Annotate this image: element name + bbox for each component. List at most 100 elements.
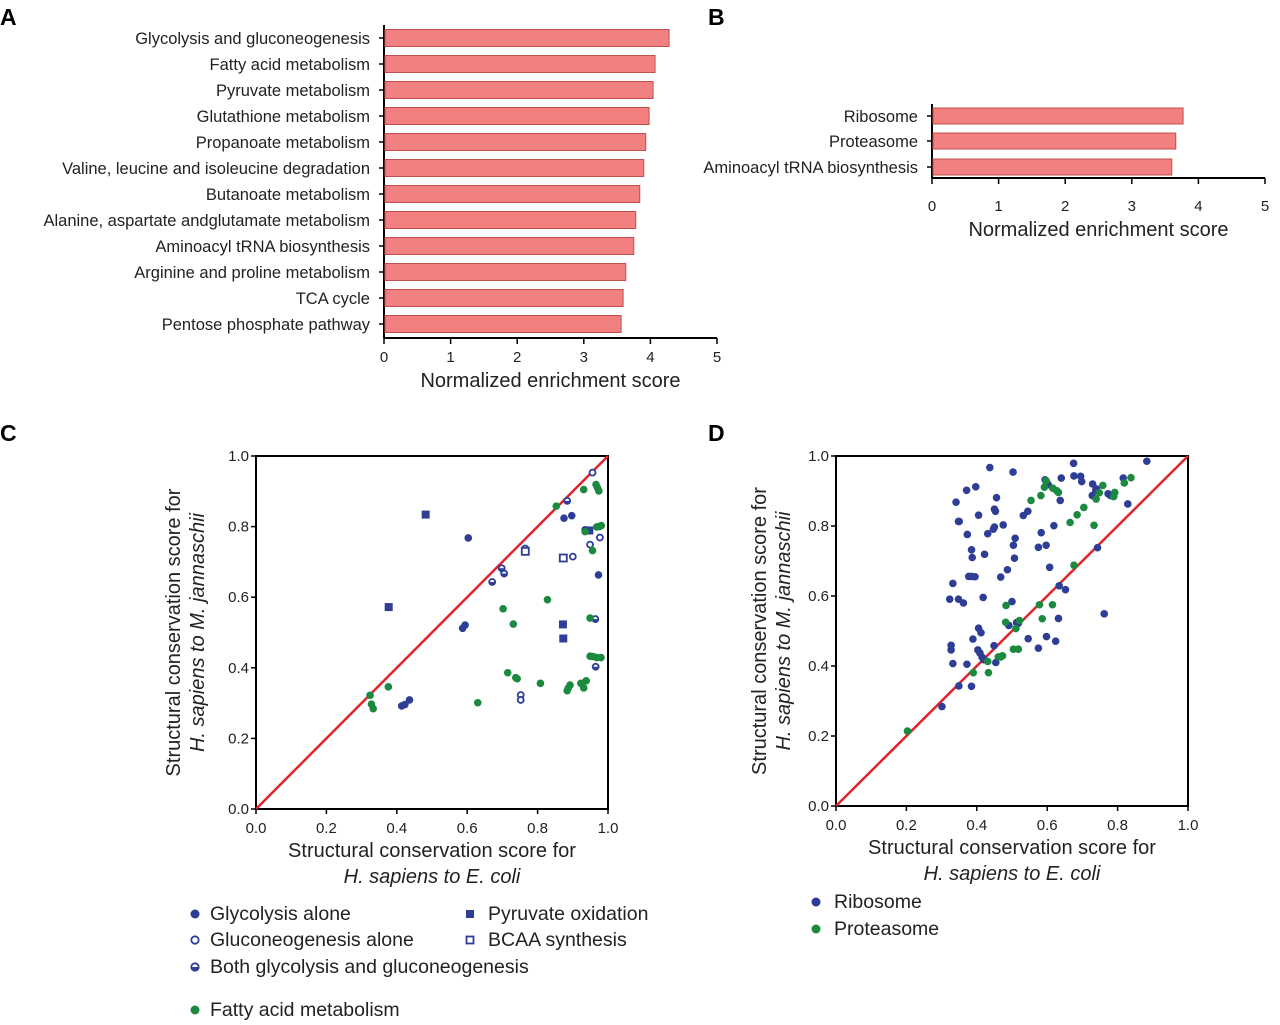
- category-label: Ribosome: [844, 108, 918, 126]
- point: [190, 935, 200, 945]
- category-label: Fatty acid metabolism: [210, 56, 370, 74]
- point: [1056, 496, 1065, 505]
- point: [963, 530, 972, 539]
- legend-label: Fatty acid metabolism: [210, 999, 400, 1021]
- point: [1066, 518, 1074, 527]
- category-label: TCA cycle: [296, 290, 370, 308]
- point: [811, 897, 821, 907]
- point: [983, 529, 992, 538]
- point: [1024, 634, 1032, 643]
- bar: [384, 211, 637, 229]
- y-tick-label: 0.6: [228, 589, 249, 606]
- point: [1061, 585, 1070, 594]
- point: [1092, 495, 1100, 503]
- point: [1045, 563, 1054, 572]
- point: [980, 550, 989, 559]
- point: [1009, 541, 1018, 550]
- y-tick-label: 0.0: [808, 798, 829, 815]
- point: [1080, 503, 1088, 512]
- point-half-fill: [564, 500, 571, 504]
- point: [1042, 632, 1051, 641]
- point: [594, 571, 603, 579]
- x-tick-label: 5: [713, 349, 721, 366]
- point: [967, 682, 976, 691]
- point: [1054, 614, 1063, 623]
- legend-label: Pyruvate oxidation: [488, 903, 648, 925]
- point: [990, 523, 999, 531]
- legend-label: Gluconeogenesis alone: [210, 929, 414, 951]
- point: [585, 526, 594, 535]
- point: [1127, 473, 1135, 482]
- point: [971, 572, 979, 581]
- point: [984, 668, 993, 677]
- x-axis-title: Structural conservation score for: [288, 840, 576, 862]
- x-tick-label: 1.0: [598, 820, 619, 837]
- point: [955, 682, 963, 690]
- point: [536, 679, 545, 688]
- point: [1038, 614, 1047, 623]
- x-tick-label: 2: [513, 349, 521, 366]
- point: [992, 493, 1001, 502]
- x-tick-label: 0.2: [316, 820, 337, 837]
- bar: [932, 158, 1173, 176]
- panel-letter-d: D: [708, 420, 725, 446]
- x-tick-label: 1: [994, 198, 1002, 215]
- point: [1034, 644, 1043, 652]
- category-label: Butanoate metabolism: [206, 186, 370, 204]
- point: [1100, 610, 1109, 618]
- point: [938, 702, 946, 711]
- point: [597, 521, 606, 530]
- y-tick-label: 0.2: [228, 730, 249, 747]
- point: [1070, 472, 1078, 480]
- point: [516, 696, 525, 704]
- point-half-fill: [592, 619, 599, 623]
- point: [1010, 554, 1019, 562]
- point: [945, 595, 954, 603]
- point: [503, 668, 512, 677]
- y-axis-title: Structural conservation score for: [749, 487, 771, 775]
- point: [1040, 483, 1049, 491]
- point: [591, 662, 600, 671]
- point: [563, 686, 571, 695]
- panel-letter-c: C: [0, 420, 17, 446]
- point: [1095, 488, 1104, 497]
- y-tick-label: 0.4: [228, 660, 249, 677]
- point: [588, 468, 597, 477]
- point: [969, 635, 977, 643]
- x-tick-label: 3: [1128, 198, 1136, 215]
- x-tick-label: 0.8: [527, 820, 548, 837]
- category-label: Proteasome: [829, 133, 918, 151]
- point: [567, 511, 576, 520]
- point: [1048, 600, 1057, 609]
- y-tick-label: 0.6: [808, 588, 829, 605]
- x-tick-label: 0.0: [246, 820, 267, 837]
- x-tick-label: 0.6: [1037, 817, 1058, 834]
- point: [996, 573, 1005, 581]
- point: [1057, 474, 1066, 482]
- bar: [384, 237, 635, 255]
- point: [591, 615, 600, 623]
- point: [1003, 565, 1012, 574]
- x-tick-label: 0.6: [457, 820, 478, 837]
- point: [558, 553, 568, 563]
- point: [1008, 597, 1016, 606]
- point: [586, 540, 594, 549]
- chart-a: Glycolysis and gluconeogenesis Fatty acid…: [43, 25, 721, 392]
- point: [559, 634, 568, 643]
- point: [464, 534, 473, 542]
- x-tick-label: 0.4: [386, 820, 407, 837]
- point: [949, 579, 957, 588]
- point: [1012, 624, 1020, 633]
- point: [963, 660, 971, 669]
- panel-letter-a: A: [0, 4, 17, 30]
- point: [190, 962, 200, 972]
- point: [1099, 481, 1107, 490]
- category-label: Aminoacyl tRNA biosynthesis: [155, 238, 370, 256]
- point: [509, 620, 518, 628]
- point: [1002, 601, 1010, 610]
- point: [366, 691, 374, 700]
- x-tick-label: 0: [928, 198, 936, 215]
- point: [466, 910, 474, 918]
- point: [979, 593, 987, 602]
- y-tick-label: 0.8: [808, 518, 829, 535]
